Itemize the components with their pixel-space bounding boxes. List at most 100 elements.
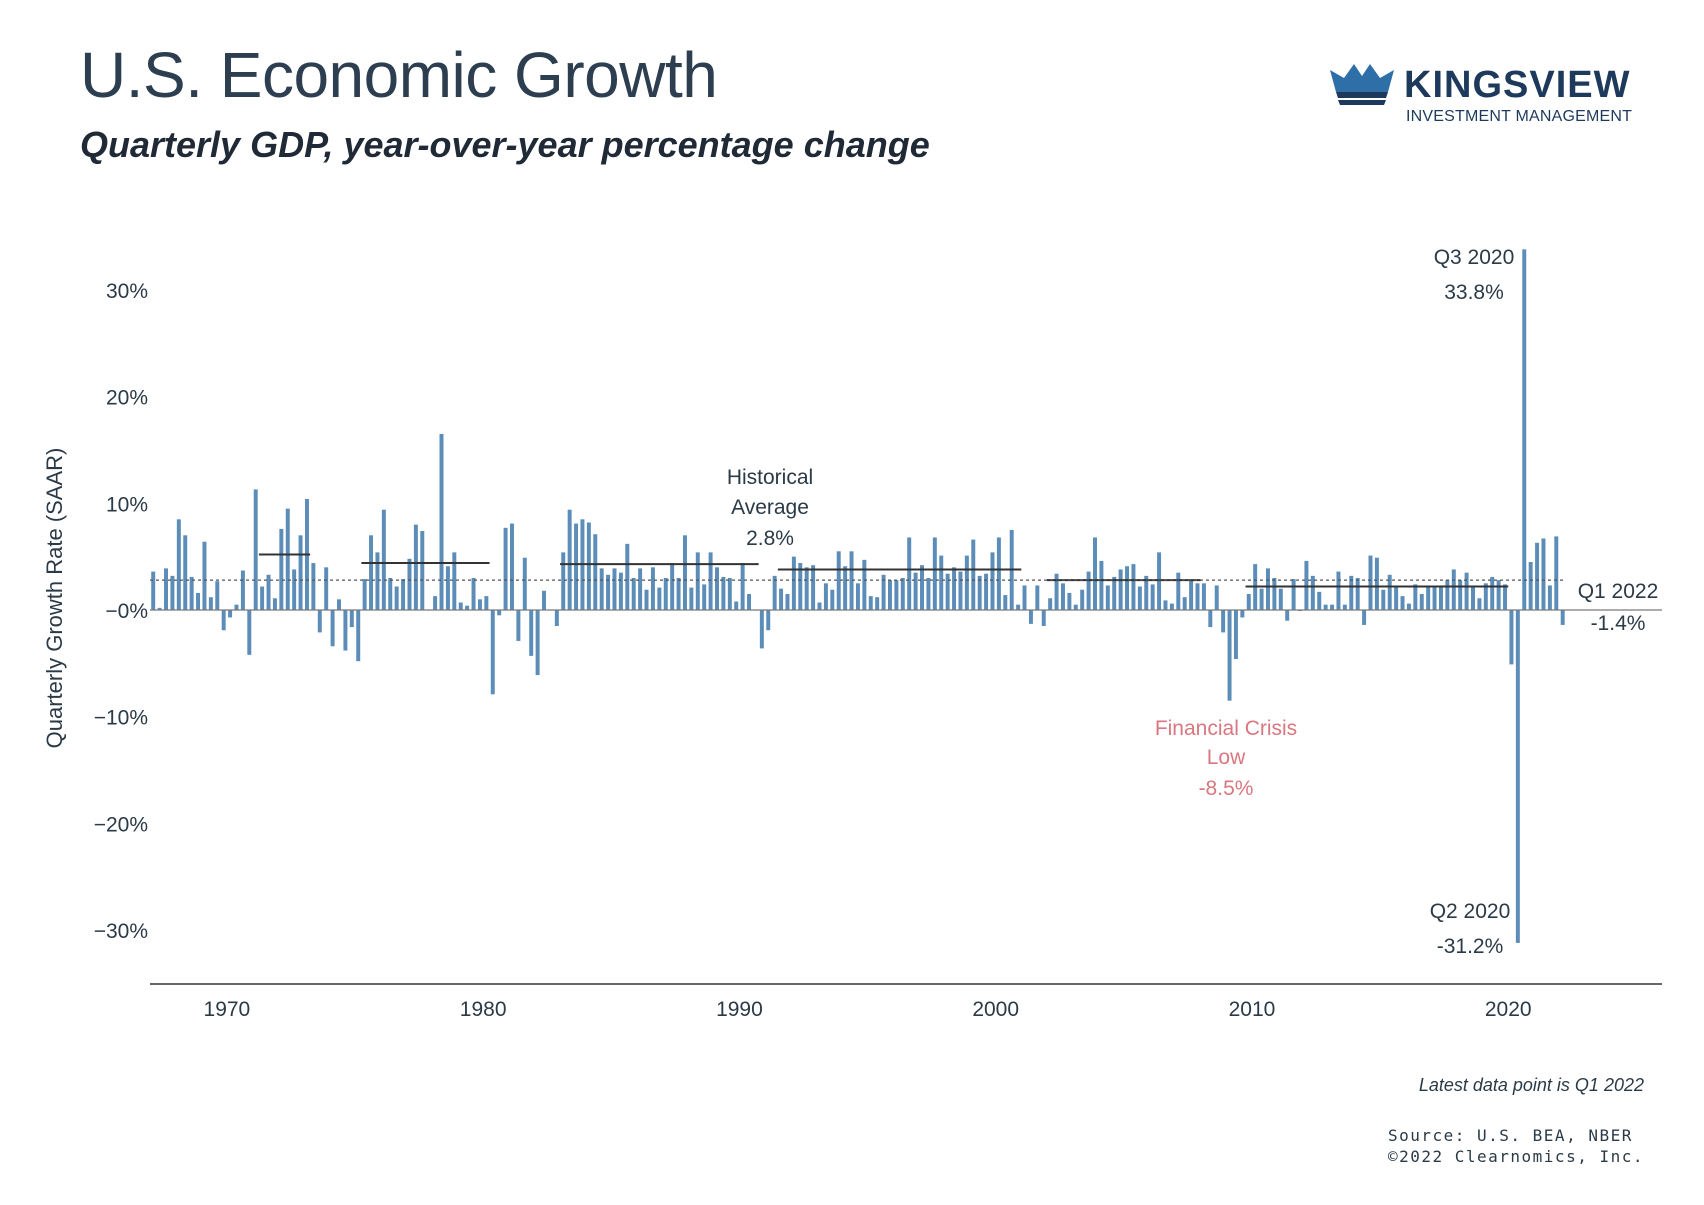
gdp-bar bbox=[747, 593, 752, 610]
gdp-bar bbox=[1099, 560, 1104, 610]
gdp-bar bbox=[1400, 596, 1405, 610]
gdp-bar bbox=[1483, 583, 1488, 610]
annotation-crisis-value: -8.5% bbox=[1199, 777, 1254, 800]
source-line: Source: U.S. BEA, NBER bbox=[1387, 1126, 1633, 1145]
gdp-bar bbox=[1432, 586, 1437, 610]
gdp-bar bbox=[477, 599, 482, 610]
gdp-bar bbox=[1028, 610, 1033, 624]
gdp-bar bbox=[849, 551, 854, 610]
gdp-bar bbox=[1080, 589, 1085, 610]
gdp-bar bbox=[1022, 585, 1027, 610]
gdp-bar bbox=[1317, 591, 1322, 610]
gdp-bar bbox=[1528, 561, 1533, 610]
y-axis-label: Quarterly Growth Rate (SAAR) bbox=[42, 448, 67, 749]
gdp-bar bbox=[702, 584, 707, 610]
gdp-bar bbox=[349, 610, 354, 628]
gdp-bar bbox=[875, 597, 880, 610]
gdp-bar bbox=[1118, 569, 1123, 610]
kingsview-logo: KINGSVIEW INVESTMENT MANAGEMENT bbox=[1328, 62, 1632, 132]
x-tick-label: 1970 bbox=[204, 998, 251, 1021]
gdp-bar bbox=[663, 577, 668, 610]
gdp-bar bbox=[343, 610, 348, 651]
gdp-bar bbox=[1169, 603, 1174, 610]
x-tick-label: 1980 bbox=[460, 998, 507, 1021]
gdp-bar bbox=[798, 563, 803, 610]
y-tick-label: −0% bbox=[105, 600, 148, 623]
gdp-bar bbox=[292, 569, 297, 610]
gdp-bar bbox=[1060, 583, 1065, 610]
gdp-bar bbox=[1272, 577, 1277, 610]
gdp-bar bbox=[887, 580, 892, 610]
gdp-bar bbox=[1221, 610, 1226, 633]
gdp-bar bbox=[1291, 579, 1296, 610]
x-tick-label: 2000 bbox=[972, 998, 1019, 1021]
gdp-bar bbox=[791, 556, 796, 610]
gdp-bar bbox=[1144, 575, 1149, 610]
gdp-bar bbox=[695, 552, 700, 610]
gdp-bar bbox=[324, 567, 329, 610]
gdp-bar bbox=[381, 509, 386, 610]
gdp-bar bbox=[202, 541, 207, 610]
gdp-bar bbox=[1535, 542, 1540, 610]
gdp-bar bbox=[952, 567, 957, 610]
gdp-bar bbox=[1381, 589, 1386, 610]
gdp-bar bbox=[1278, 588, 1283, 610]
gdp-bar bbox=[638, 568, 643, 610]
gdp-bar bbox=[433, 596, 438, 610]
gdp-bar bbox=[727, 577, 732, 610]
gdp-bar bbox=[779, 588, 784, 610]
annotation-q1-2022-value: -1.4% bbox=[1591, 612, 1646, 635]
gdp-bar bbox=[260, 586, 265, 610]
gdp-bar bbox=[1355, 577, 1360, 610]
gdp-bar bbox=[285, 508, 290, 610]
gdp-bar bbox=[740, 563, 745, 610]
gdp-bar bbox=[151, 571, 156, 610]
gdp-bar bbox=[497, 610, 502, 616]
source-credit: Source: U.S. BEA, NBER ©2022 Clearnomics… bbox=[1388, 1125, 1644, 1167]
gdp-bar bbox=[266, 574, 271, 610]
gdp-bar bbox=[1195, 583, 1200, 610]
gdp-bar bbox=[529, 610, 534, 656]
gdp-bar bbox=[1105, 585, 1110, 610]
gdp-bar bbox=[1265, 568, 1270, 610]
gdp-bar bbox=[215, 581, 220, 610]
gdp-bar bbox=[1471, 586, 1475, 610]
annotation-q3-2020-label: Q3 2020 bbox=[1434, 246, 1515, 269]
gdp-bar bbox=[599, 568, 604, 610]
gdp-bar bbox=[1349, 575, 1354, 610]
y-tick-label: −30% bbox=[94, 920, 148, 943]
gdp-bar bbox=[234, 604, 239, 610]
gdp-bar bbox=[247, 610, 252, 655]
gdp-bar bbox=[1509, 610, 1514, 665]
gdp-bar bbox=[1554, 536, 1559, 610]
gdp-bar bbox=[452, 552, 457, 610]
gdp-bar bbox=[984, 573, 989, 610]
gdp-bar bbox=[586, 522, 591, 610]
gdp-bar bbox=[644, 589, 649, 610]
page-subtitle: Quarterly GDP, year-over-year percentage… bbox=[80, 124, 930, 165]
gdp-bar bbox=[945, 573, 950, 610]
gdp-bar bbox=[542, 590, 547, 610]
gdp-bar bbox=[1522, 249, 1527, 610]
annotation-q2-2020-value: -31.2% bbox=[1437, 935, 1504, 958]
gdp-bar bbox=[1086, 571, 1091, 610]
gdp-bar bbox=[1426, 585, 1431, 610]
gdp-bar bbox=[996, 537, 1001, 610]
gdp-bar bbox=[484, 596, 489, 610]
gdp-bar bbox=[1406, 603, 1411, 610]
gdp-bar bbox=[1041, 610, 1046, 627]
latest-data-note: Latest data point is Q1 2022 bbox=[1418, 1075, 1644, 1095]
gdp-bar bbox=[1503, 584, 1508, 610]
gdp-bar bbox=[183, 535, 188, 610]
gdp-bar bbox=[221, 610, 226, 631]
gdp-bar bbox=[1048, 598, 1053, 610]
gdp-bar bbox=[900, 577, 905, 610]
gdp-bar bbox=[881, 574, 886, 610]
gdp-bar bbox=[1259, 588, 1264, 610]
period-average-lines bbox=[258, 553, 1509, 588]
gdp-bar bbox=[1227, 610, 1232, 701]
gdp-bar bbox=[535, 610, 540, 676]
gdp-bar bbox=[1233, 610, 1238, 660]
gdp-bar bbox=[561, 552, 566, 610]
